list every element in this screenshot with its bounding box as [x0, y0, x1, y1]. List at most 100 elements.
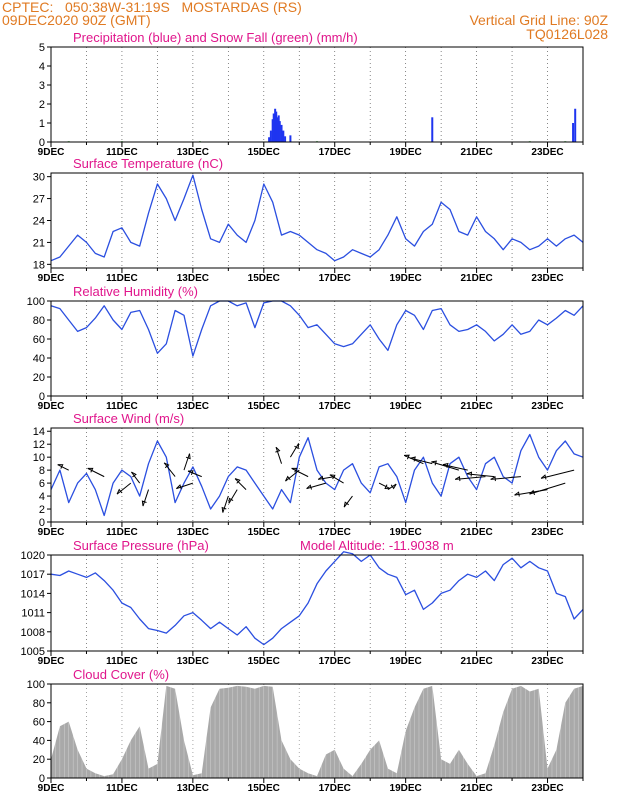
x-tick-label: 11DEC	[106, 401, 138, 412]
wind-arrow	[228, 489, 238, 504]
wind-arrow	[329, 474, 344, 484]
y-tick-label: 21	[33, 237, 45, 249]
x-tick-label: 21DEC	[460, 401, 492, 412]
x-tick-label: 15DEC	[248, 273, 280, 284]
wind-arrow-head	[404, 454, 410, 460]
wind-arrow	[234, 478, 247, 490]
wind-arrow	[378, 482, 391, 490]
y-tick-label: 1	[39, 118, 45, 130]
y-tick-label: 2	[39, 504, 45, 516]
x-tick-label: 19DEC	[390, 527, 422, 538]
x-tick-label: 21DEC	[460, 147, 492, 158]
precip-bar	[282, 130, 285, 142]
x-tick-label: 23DEC	[531, 273, 563, 284]
x-tick-label: 9DEC	[38, 527, 65, 538]
y-tick-label: 18	[33, 259, 45, 271]
y-tick-label: 80	[33, 698, 45, 710]
wind-arrow	[176, 482, 194, 490]
x-tick-label: 11DEC	[106, 147, 138, 158]
x-tick-label: 17DEC	[319, 527, 351, 538]
cloud-title: Cloud Cover (%)	[73, 667, 169, 682]
temperature-line	[50, 174, 584, 262]
y-tick-label: 8	[39, 465, 45, 477]
humidity-panel: 0 20 40 60 80 100 9DEC 11DEC 13DEC 15DEC 17DEC 19DE…	[27, 284, 584, 412]
x-tick-label: 23DEC	[531, 783, 563, 794]
x-tick-label: 19DEC	[390, 656, 422, 667]
temperature-title: Surface Temperature (nC)	[73, 156, 223, 171]
wind-arrow-head	[57, 464, 64, 469]
wind-arrow-head	[87, 467, 94, 473]
wind-arrow-head	[390, 483, 397, 490]
wind-arrow	[285, 469, 300, 482]
wind-frame	[50, 427, 584, 523]
wind-arrow-head	[131, 471, 137, 478]
x-tick-label: 17DEC	[319, 273, 351, 284]
y-tick-label: 20	[33, 754, 45, 766]
x-tick-label: 17DEC	[319, 147, 351, 158]
wind-arrow-head	[116, 488, 123, 495]
wind-arrow	[183, 453, 190, 471]
precip-bar	[574, 108, 577, 142]
wind-arrow	[490, 476, 521, 480]
x-tick-label: 21DEC	[460, 783, 492, 794]
wind-arrow-head	[329, 474, 336, 480]
y-tick-label: 30	[33, 172, 45, 184]
wind-arrow	[455, 476, 486, 480]
x-tick-label: 11DEC	[106, 527, 138, 538]
wind-arrow	[318, 476, 335, 480]
wind-arrow	[541, 469, 575, 479]
wind-arrow	[289, 443, 300, 458]
precip-bar	[431, 117, 434, 142]
x-tick-label: 23DEC	[531, 656, 563, 667]
x-tick-label: 17DEC	[319, 656, 351, 667]
x-tick-label: 21DEC	[460, 273, 492, 284]
wind-arrow-head	[221, 506, 227, 513]
y-tick-label: 6	[39, 478, 45, 490]
precip-frame	[50, 46, 584, 143]
wind-arrow-head	[294, 443, 300, 450]
y-tick-label: 40	[33, 353, 45, 365]
x-tick-label: 13DEC	[177, 527, 209, 538]
wind-arrow-head	[285, 475, 291, 482]
wind-arrow-head	[275, 446, 281, 453]
y-tick-label: 5	[39, 42, 45, 54]
x-tick-label: 11DEC	[106, 656, 138, 667]
x-tick-label: 15DEC	[248, 656, 280, 667]
y-tick-label: 1020	[21, 550, 45, 562]
x-tick-label: 13DEC	[177, 783, 209, 794]
y-tick-label: 40	[33, 735, 45, 747]
date-title: 09DEC2020 90Z (GMT)	[2, 12, 151, 28]
precip-bar	[269, 130, 272, 142]
x-tick-label: 17DEC	[319, 401, 351, 412]
x-tick-label: 13DEC	[177, 401, 209, 412]
wind-arrow-head	[431, 460, 437, 466]
y-tick-label: 60	[33, 334, 45, 346]
precip-panel: 0 1 2 3 4 5 9DEC 11DEC 13DEC 15DEC 17DEC 19DEC 21DEC…	[38, 30, 584, 158]
precip-bar	[289, 135, 292, 142]
wind-arrow-head	[141, 500, 147, 507]
wind-arrow-head	[466, 471, 473, 477]
wind-arrow	[187, 470, 202, 478]
y-tick-label: 1011	[21, 608, 45, 620]
temperature-panel: 18 21 24 27 30 9DEC 11DEC 13DEC 15DEC 17DEC 19DEC 2…	[33, 156, 584, 284]
model-code: TQ0126L028	[526, 26, 608, 42]
x-tick-label: 15DEC	[248, 783, 280, 794]
y-tick-label: 14	[33, 426, 45, 438]
precip-bar	[274, 108, 277, 142]
precip-bar	[277, 115, 280, 142]
wind-arrow	[529, 482, 566, 495]
y-tick-label: 100	[27, 296, 45, 308]
cloud-panel: 0 20 40 60 80 100 9DEC 11DEC 13DEC 15DEC 17DEC 19DE…	[27, 667, 584, 794]
pressure-annotation: Model Altitude: -11.9038 m	[300, 538, 454, 553]
precip-bar	[284, 136, 287, 142]
wind-arrow	[291, 467, 309, 478]
wind-arrow	[142, 489, 150, 507]
precip-title: Precipitation (blue) and Snow Fall (gree…	[73, 30, 358, 45]
y-tick-label: 20	[33, 372, 45, 384]
x-tick-label: 21DEC	[460, 656, 492, 667]
x-tick-label: 9DEC	[38, 401, 65, 412]
wind-title: Surface Wind (m/s)	[73, 411, 184, 426]
humidity-line	[50, 300, 584, 357]
precip-bar	[280, 124, 283, 142]
